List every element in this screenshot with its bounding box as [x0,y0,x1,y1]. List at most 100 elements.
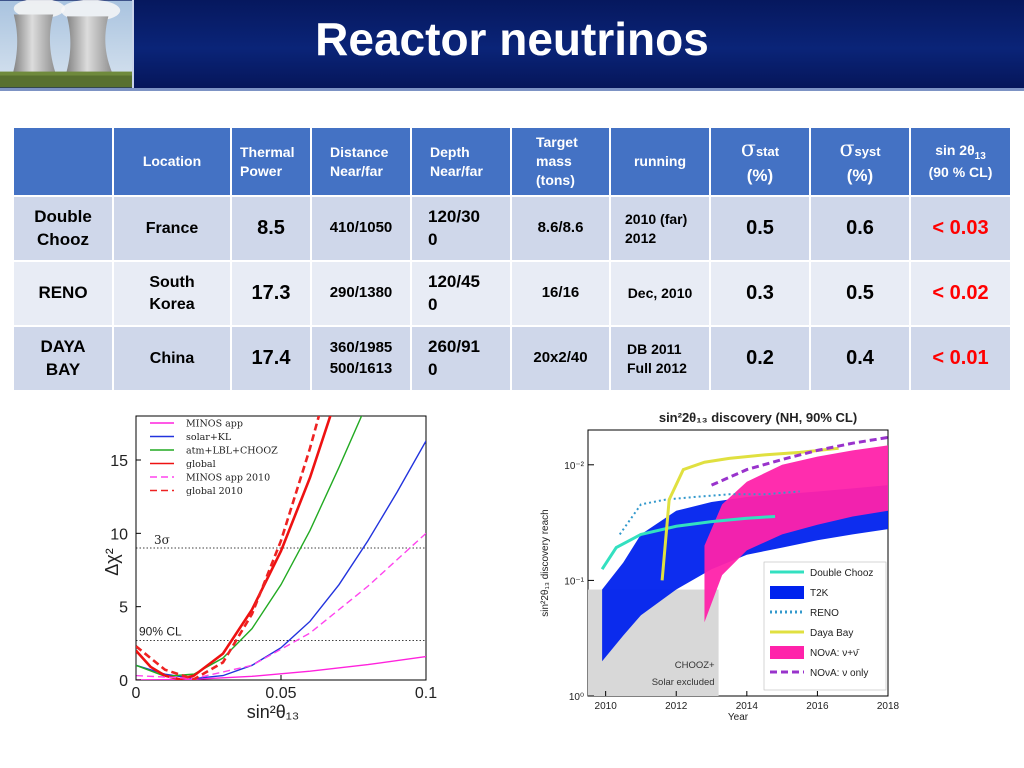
sigma-syst-cell: 0.4 [809,325,911,392]
header-sigma-stat: σstat (%) [709,126,811,197]
sigma-stat-cell: 0.3 [709,260,811,327]
series-line [136,532,426,680]
experiment-name: RENO [12,260,114,327]
series-line [136,416,332,680]
title-bar: Reactor neutrinos [0,0,1024,88]
legend-label: NOνA: ν only [810,668,868,679]
table-row: DAYA BAY China 17.4 360/1985 500/1613 260/… [12,325,1012,392]
sigma-stat-cell: 0.2 [709,325,811,392]
depth-cell: 260/91 0 [410,325,512,392]
depth-cell: 120/30 0 [410,195,512,262]
y-tick-label: 15 [110,453,128,470]
location-cell: South Korea [112,260,232,327]
cooling-towers-photo [0,0,134,88]
discovery-reach-chart: sin²2θ₁₃ discovery (NH, 90% CL) 2010 2012 2… [540,410,900,723]
y-tick-label: 10⁻² [564,461,584,472]
y-tick-label: 5 [119,600,128,617]
x-tick-label: 2018 [877,701,900,712]
x-tick-label: 2012 [665,701,688,712]
running-cell: Dec, 2010 [609,260,711,327]
thermal-power-cell: 17.3 [230,260,312,327]
table-header-row: Location Thermal Power Distance Near/far D… [12,126,1012,197]
experiment-name: Double Chooz [12,195,114,262]
thermal-power-cell: 17.4 [230,325,312,392]
legend-label: solar+KL [186,432,232,443]
header-sin2theta13: sin 2θ13 (90 % CL) [909,126,1012,197]
legend-label: RENO [810,608,839,619]
target-mass-cell: 16/16 [510,260,611,327]
series-line [710,435,888,487]
x-tick-label: 2014 [736,701,759,712]
sin2theta13-limit-cell: < 0.01 [909,325,1012,392]
annotation-3sigma: 3σ [154,533,170,547]
running-cell: 2010 (far) 2012 [609,195,711,262]
legend-box [763,561,887,691]
header-depth: Depth Near/far [410,126,512,197]
annotation-solar: Solar excluded [652,677,715,688]
sigma-stat-cell: 0.5 [709,195,811,262]
header-target-mass: Target mass (tons) [510,126,611,197]
header-thermal-power: Thermal Power [230,126,312,197]
series-line [600,514,776,571]
sin2theta13-limit-cell: < 0.03 [909,195,1012,262]
header-sigma-syst: σsyst (%) [809,126,911,197]
series-band [602,485,888,662]
table-row: RENO South Korea 17.3 290/1380 120/45 0 16… [12,260,1012,327]
series-line [618,490,800,535]
y-tick-label: 10⁻¹ [564,576,584,587]
series-line [136,416,363,678]
legend-label: NOνA: ν+ν̄ [810,648,860,659]
slide-title: Reactor neutrinos [315,13,709,65]
legend-label: global 2010 [186,486,243,497]
target-mass-cell: 8.6/8.6 [510,195,611,262]
legend-label: T2K [810,588,829,599]
thermal-power-cell: 8.5 [230,195,312,262]
legend-swatch [770,646,804,659]
header-blank [12,126,114,197]
legend-label: atm+LBL+CHOOZ [186,446,278,457]
legend-label: global [186,459,216,470]
distance-cell: 290/1380 [310,260,412,327]
reactor-comparison-table: Location Thermal Power Distance Near/far D… [12,126,1012,392]
series-group [588,435,888,696]
y-tick-label: 0 [119,673,128,690]
y-axis-label: Δχ² [102,548,122,575]
x-axis-label: sin²θ₁₃ [247,702,299,722]
x-tick-label: 0.05 [265,685,296,702]
legend-label: MINOS app [186,419,243,430]
x-tick-label: 0.1 [415,685,437,702]
series-group [136,416,426,680]
x-tick-label: 0 [132,685,141,702]
delta-chi2-chart: 0 5 10 15 0 0.05 0.1 3σ 90% CL MINOS app solar+KL a… [102,415,437,722]
table-row: Double Chooz France 8.5 410/1050 120/30 0 … [12,195,1012,262]
target-mass-cell: 20x2/40 [510,325,611,392]
y-tick-label: 10⁰ [569,692,584,703]
sigma-syst-cell: 0.5 [809,260,911,327]
chart-title: sin²2θ₁₃ discovery (NH, 90% CL) [659,410,857,425]
y-tick-label: 10 [110,526,128,543]
series-line [136,655,426,680]
series-line [660,446,839,581]
x-tick-label: 2010 [595,701,618,712]
legend-label: MINOS app 2010 [186,473,270,484]
running-cell: DB 2011 Full 2012 [609,325,711,392]
sin2theta13-limit-cell: < 0.02 [909,260,1012,327]
depth-cell: 120/45 0 [410,260,512,327]
legend-label: Daya Bay [810,628,853,639]
sigma-syst-cell: 0.6 [809,195,911,262]
header-location: Location [112,126,232,197]
experiment-name: DAYA BAY [12,325,114,392]
location-cell: France [112,195,232,262]
x-axis-label: Year [728,712,749,723]
title-underline [0,88,1024,91]
header-running: running [609,126,711,197]
annotation-chooz: CHOOZ+ [675,660,715,671]
legend-label: Double Chooz [810,568,873,579]
distance-cell: 410/1050 [310,195,412,262]
annotation-90cl: 90% CL [139,624,182,638]
y-axis-label: sin²2θ₁₃ discovery reach [540,509,551,617]
x-tick-label: 2016 [806,701,829,712]
distance-cell: 360/1985 500/1613 [310,325,412,392]
legend-swatch [770,586,804,599]
location-cell: China [112,325,232,392]
